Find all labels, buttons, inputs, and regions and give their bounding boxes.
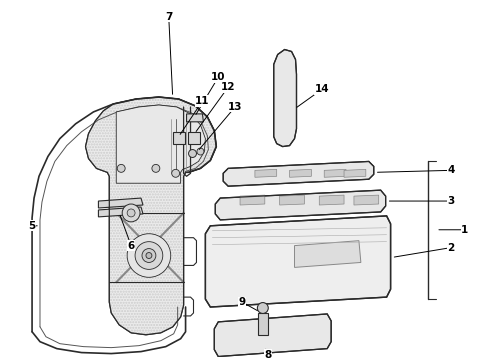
Polygon shape [98, 198, 143, 208]
Polygon shape [255, 169, 277, 177]
Polygon shape [86, 97, 216, 335]
Polygon shape [324, 169, 346, 177]
Circle shape [127, 234, 171, 277]
Polygon shape [86, 97, 216, 335]
Polygon shape [188, 132, 200, 144]
Polygon shape [290, 169, 311, 177]
Circle shape [189, 149, 196, 157]
Text: 7: 7 [165, 12, 172, 22]
Polygon shape [205, 216, 391, 307]
Text: 2: 2 [447, 243, 455, 253]
Text: 5: 5 [28, 221, 36, 231]
Polygon shape [172, 132, 185, 144]
Circle shape [117, 165, 125, 172]
Text: 9: 9 [239, 297, 245, 307]
Polygon shape [214, 314, 331, 356]
Circle shape [152, 165, 160, 172]
Text: 3: 3 [447, 196, 455, 206]
Polygon shape [354, 195, 379, 205]
Circle shape [257, 302, 268, 314]
Text: 1: 1 [461, 225, 468, 235]
Polygon shape [116, 105, 205, 183]
Polygon shape [280, 195, 304, 205]
Circle shape [172, 169, 180, 177]
Text: 8: 8 [264, 350, 271, 360]
Polygon shape [319, 195, 344, 205]
Polygon shape [258, 313, 268, 335]
Polygon shape [274, 50, 296, 147]
Circle shape [146, 253, 152, 258]
Polygon shape [98, 207, 143, 217]
Text: 10: 10 [211, 72, 225, 82]
Text: 4: 4 [447, 165, 455, 175]
Circle shape [197, 148, 204, 155]
Polygon shape [223, 161, 374, 186]
Polygon shape [187, 114, 203, 122]
Circle shape [122, 204, 140, 222]
Polygon shape [240, 195, 265, 205]
Circle shape [142, 249, 156, 262]
Text: 13: 13 [228, 102, 243, 112]
Polygon shape [344, 169, 366, 177]
Text: 12: 12 [221, 82, 235, 92]
Text: 14: 14 [315, 84, 330, 94]
Polygon shape [294, 241, 361, 267]
Circle shape [135, 242, 163, 269]
Polygon shape [215, 190, 386, 220]
Text: 6: 6 [127, 240, 135, 251]
Text: 11: 11 [195, 96, 210, 106]
Circle shape [127, 209, 135, 217]
